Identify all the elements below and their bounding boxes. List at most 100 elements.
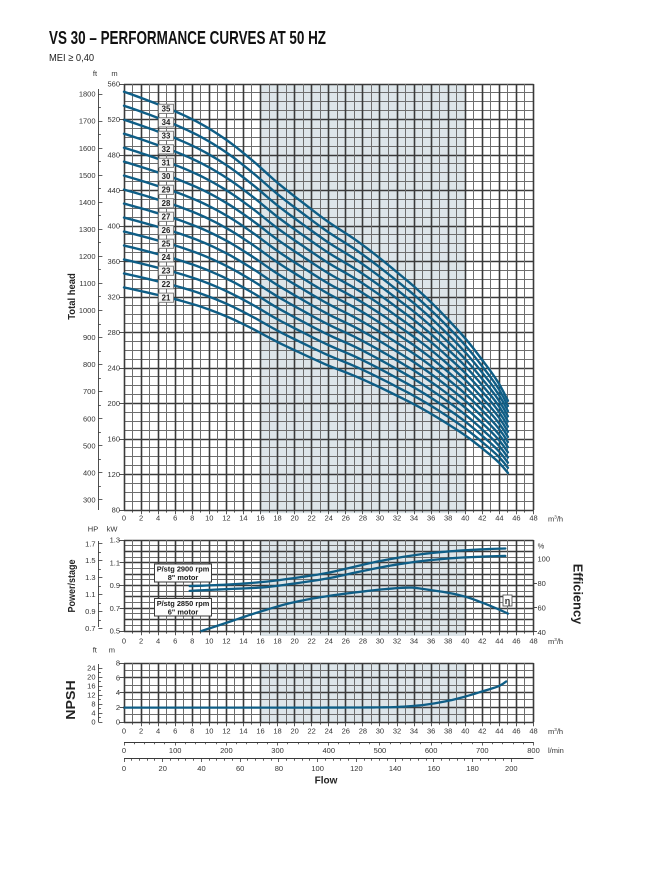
svg-text:800: 800 bbox=[83, 360, 96, 369]
svg-text:24: 24 bbox=[325, 514, 333, 523]
svg-text:29: 29 bbox=[162, 185, 171, 194]
svg-text:120: 120 bbox=[350, 764, 363, 773]
svg-text:0.9: 0.9 bbox=[85, 607, 95, 616]
svg-text:35: 35 bbox=[162, 104, 171, 113]
svg-text:46: 46 bbox=[512, 514, 520, 523]
svg-text:0.7: 0.7 bbox=[85, 624, 95, 633]
svg-text:1800: 1800 bbox=[79, 90, 96, 99]
svg-text:4: 4 bbox=[156, 727, 160, 736]
svg-text:500: 500 bbox=[374, 746, 387, 755]
svg-text:4: 4 bbox=[91, 709, 95, 718]
svg-text:44: 44 bbox=[495, 514, 503, 523]
svg-text:10: 10 bbox=[205, 514, 213, 523]
svg-text:Power/stage: Power/stage bbox=[66, 559, 78, 612]
svg-text:900: 900 bbox=[83, 333, 96, 342]
svg-text:1400: 1400 bbox=[79, 198, 96, 207]
svg-text:P/stg 2850 rpm: P/stg 2850 rpm bbox=[157, 599, 210, 608]
svg-text:21: 21 bbox=[162, 293, 171, 302]
svg-text:1.7: 1.7 bbox=[85, 539, 95, 548]
svg-text:38: 38 bbox=[444, 727, 452, 736]
svg-text:14: 14 bbox=[239, 514, 247, 523]
svg-text:HP: HP bbox=[88, 525, 98, 534]
svg-text:100: 100 bbox=[311, 764, 324, 773]
svg-text:0: 0 bbox=[91, 718, 95, 727]
svg-text:32: 32 bbox=[393, 514, 401, 523]
svg-text:2: 2 bbox=[139, 514, 143, 523]
svg-text:200: 200 bbox=[107, 399, 120, 408]
svg-text:1.1: 1.1 bbox=[110, 558, 120, 567]
svg-text:20: 20 bbox=[290, 636, 298, 645]
svg-text:0.5: 0.5 bbox=[110, 627, 120, 636]
svg-text:24: 24 bbox=[162, 253, 171, 262]
svg-text:700: 700 bbox=[83, 387, 96, 396]
svg-text:520: 520 bbox=[107, 115, 120, 124]
svg-text:22: 22 bbox=[308, 514, 316, 523]
svg-text:44: 44 bbox=[495, 727, 503, 736]
svg-text:1100: 1100 bbox=[79, 279, 95, 288]
svg-text:500: 500 bbox=[83, 441, 96, 450]
svg-text:1.3: 1.3 bbox=[110, 536, 120, 545]
svg-text:10: 10 bbox=[205, 636, 213, 645]
svg-text:48: 48 bbox=[529, 514, 537, 523]
svg-text:30: 30 bbox=[376, 514, 384, 523]
svg-text:%: % bbox=[538, 542, 545, 551]
svg-text:30: 30 bbox=[376, 636, 384, 645]
svg-text:280: 280 bbox=[107, 328, 120, 337]
svg-text:0: 0 bbox=[122, 636, 126, 645]
svg-text:80: 80 bbox=[275, 764, 283, 773]
svg-text:200: 200 bbox=[220, 746, 233, 755]
svg-text:22: 22 bbox=[162, 280, 171, 289]
svg-text:440: 440 bbox=[107, 186, 120, 195]
svg-text:24: 24 bbox=[87, 664, 95, 673]
svg-text:48: 48 bbox=[529, 636, 537, 645]
svg-text:20: 20 bbox=[159, 764, 167, 773]
svg-text:42: 42 bbox=[478, 636, 486, 645]
svg-text:28: 28 bbox=[359, 727, 367, 736]
svg-text:34: 34 bbox=[410, 514, 418, 523]
svg-text:360: 360 bbox=[107, 257, 120, 266]
svg-text:0: 0 bbox=[122, 727, 126, 736]
svg-text:4: 4 bbox=[156, 514, 160, 523]
svg-text:8: 8 bbox=[91, 700, 95, 709]
svg-text:NPSH: NPSH bbox=[63, 680, 78, 720]
svg-text:34: 34 bbox=[162, 118, 171, 127]
svg-text:34: 34 bbox=[410, 727, 418, 736]
svg-text:1600: 1600 bbox=[79, 144, 96, 153]
svg-text:0.7: 0.7 bbox=[110, 604, 120, 613]
svg-text:1300: 1300 bbox=[79, 225, 96, 234]
svg-text:1500: 1500 bbox=[79, 171, 96, 180]
svg-text:36: 36 bbox=[427, 636, 435, 645]
svg-text:12: 12 bbox=[222, 514, 230, 523]
svg-text:4: 4 bbox=[156, 636, 160, 645]
svg-text:32: 32 bbox=[393, 636, 401, 645]
svg-text:38: 38 bbox=[444, 514, 452, 523]
svg-text:44: 44 bbox=[495, 636, 503, 645]
svg-text:1200: 1200 bbox=[79, 252, 96, 261]
svg-text:10: 10 bbox=[205, 727, 213, 736]
svg-text:300: 300 bbox=[83, 495, 96, 504]
svg-text:1.3: 1.3 bbox=[85, 573, 95, 582]
svg-text:600: 600 bbox=[83, 414, 96, 423]
svg-text:m3/h: m3/h bbox=[548, 637, 563, 646]
svg-text:0: 0 bbox=[116, 718, 120, 727]
svg-text:40: 40 bbox=[461, 636, 469, 645]
svg-text:ft: ft bbox=[93, 69, 98, 78]
svg-text:18: 18 bbox=[273, 727, 281, 736]
svg-text:240: 240 bbox=[107, 364, 120, 373]
svg-text:34: 34 bbox=[410, 636, 418, 645]
svg-text:2: 2 bbox=[139, 636, 143, 645]
svg-text:46: 46 bbox=[512, 727, 520, 736]
svg-text:0: 0 bbox=[122, 746, 126, 755]
svg-text:60: 60 bbox=[236, 764, 244, 773]
svg-text:8" motor: 8" motor bbox=[168, 573, 199, 582]
svg-text:6" motor: 6" motor bbox=[168, 608, 199, 617]
svg-text:32: 32 bbox=[393, 727, 401, 736]
svg-text:22: 22 bbox=[308, 727, 316, 736]
svg-text:P/stg 2900 rpm: P/stg 2900 rpm bbox=[157, 564, 210, 573]
svg-text:31: 31 bbox=[162, 158, 171, 167]
svg-text:18: 18 bbox=[273, 636, 281, 645]
svg-text:20: 20 bbox=[87, 673, 95, 682]
svg-text:160: 160 bbox=[428, 764, 441, 773]
svg-text:26: 26 bbox=[162, 226, 171, 235]
svg-text:160: 160 bbox=[107, 435, 120, 444]
